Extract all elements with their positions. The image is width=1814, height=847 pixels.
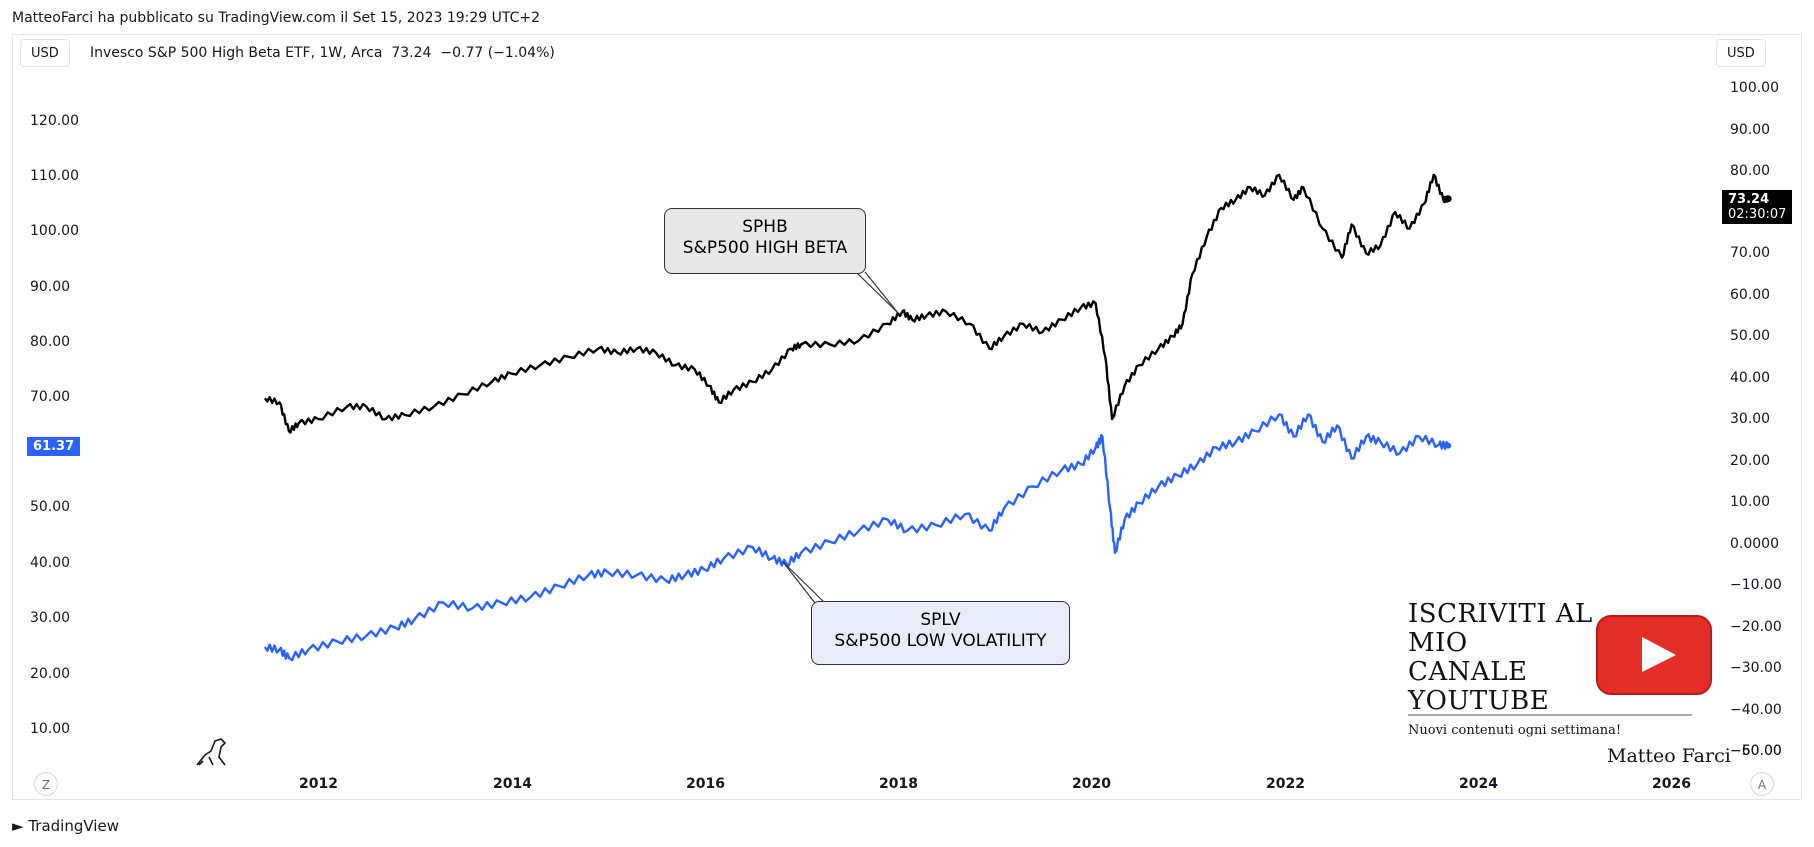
left-axis-tick: 100.00 xyxy=(30,223,79,239)
callout-splv-line2: S&P500 LOW VOLATILITY xyxy=(834,631,1047,651)
right-axis-tick: −10.00 xyxy=(1730,577,1782,593)
symbol-name: Invesco S&P 500 High Beta ETF, 1W, Arca xyxy=(90,45,383,61)
left-currency-button[interactable]: USD xyxy=(20,39,70,67)
left-axis-tick: 10.00 xyxy=(30,721,71,737)
sphb-countdown: 02:30:07 xyxy=(1728,207,1787,222)
symbol-change: −0.77 (−1.04%) xyxy=(440,45,555,61)
right-axis-tick: 40.00 xyxy=(1730,370,1771,386)
auto-scale-left-button[interactable]: Z xyxy=(34,772,58,796)
right-axis-tick: 70.00 xyxy=(1730,245,1771,261)
left-axis-tick: 80.00 xyxy=(30,334,71,350)
right-axis-tick: −30.00 xyxy=(1730,660,1782,676)
right-axis-tick: 90.00 xyxy=(1730,122,1771,138)
left-axis-tick: 50.00 xyxy=(30,499,71,515)
callout-splv[interactable]: SPLV S&P500 LOW VOLATILITY xyxy=(811,601,1070,665)
x-axis-tick: 2024 xyxy=(1459,776,1498,792)
callout-pointer-sphb-2 xyxy=(864,271,899,314)
x-axis-tick: 2016 xyxy=(686,776,725,792)
left-axis-tick: 20.00 xyxy=(30,666,71,682)
callout-pointer-splv-2 xyxy=(782,561,826,604)
right-axis-tick: 10.00 xyxy=(1730,494,1771,510)
right-axis-tick: 80.00 xyxy=(1730,163,1771,179)
promo-title-line: ISCRIVITI AL xyxy=(1408,599,1593,629)
left-axis-tick: 110.00 xyxy=(30,168,79,184)
splv-price-badge: 61.37 xyxy=(27,437,81,456)
youtube-icon[interactable] xyxy=(1596,615,1712,695)
right-axis-tick: −20.00 xyxy=(1730,619,1782,635)
left-axis-tick: 70.00 xyxy=(30,389,71,405)
sphb-price-badge: 73.24 02:30:07 xyxy=(1722,190,1793,224)
right-axis-tick: 30.00 xyxy=(1730,411,1771,427)
right-currency-button[interactable]: USD xyxy=(1716,39,1766,67)
callout-sphb[interactable]: SPHB S&P500 HIGH BETA xyxy=(664,208,866,274)
tradingview-logo-icon: ► xyxy=(12,817,24,835)
x-axis-tick: 2026 xyxy=(1652,776,1691,792)
series-line-sphb xyxy=(263,173,1450,434)
promo-title-line: CANALE xyxy=(1408,657,1528,687)
right-axis-tick: −60.00 xyxy=(1730,743,1782,759)
callout-pointer-splv xyxy=(782,561,816,604)
sphb-price-value: 73.24 xyxy=(1728,192,1770,207)
tradingview-logo[interactable]: ► TradingView xyxy=(12,817,119,835)
promo-title-line: YOUTUBE xyxy=(1408,686,1550,716)
right-axis-tick: 50.00 xyxy=(1730,328,1771,344)
right-axis-tick: 60.00 xyxy=(1730,287,1771,303)
last-point-splv xyxy=(1445,442,1452,449)
right-axis-tick: 20.00 xyxy=(1730,453,1771,469)
promo-subtitle: Nuovi contenuti ogni settimana! xyxy=(1408,723,1622,738)
left-axis-tick: 90.00 xyxy=(30,279,71,295)
left-axis-tick: 30.00 xyxy=(30,610,71,626)
dino-icon xyxy=(196,738,227,766)
callout-sphb-line2: S&P500 HIGH BETA xyxy=(682,238,848,258)
tradingview-logo-text: TradingView xyxy=(28,817,119,835)
auto-scale-right-button[interactable]: A xyxy=(1750,772,1774,796)
left-axis-tick: 40.00 xyxy=(30,555,71,571)
promo-title: ISCRIVITI AL MIO CANALE YOUTUBE xyxy=(1408,600,1593,716)
last-point-sphb xyxy=(1444,195,1452,203)
series-line-splv xyxy=(263,413,1450,662)
symbol-legend[interactable]: Invesco S&P 500 High Beta ETF, 1W, Arca … xyxy=(90,45,555,61)
right-axis-tick: −40.00 xyxy=(1730,702,1782,718)
promo-title-line: MIO xyxy=(1408,628,1468,658)
right-axis-tick: −50.00 xyxy=(1730,743,1782,759)
x-axis-tick: 2020 xyxy=(1072,776,1111,792)
x-axis-tick: 2022 xyxy=(1266,776,1305,792)
publish-info: MatteoFarci ha pubblicato su TradingView… xyxy=(12,10,541,26)
promo-author: Matteo Farci xyxy=(1607,745,1731,767)
chart-frame xyxy=(12,34,1802,800)
x-axis-tick: 2018 xyxy=(879,776,918,792)
right-axis-tick: 0.0000 xyxy=(1730,536,1779,552)
right-axis-tick: 100.00 xyxy=(1730,80,1779,96)
x-axis-tick: 2012 xyxy=(299,776,338,792)
callout-pointer-sphb xyxy=(855,271,899,314)
symbol-last-price: 73.24 xyxy=(391,45,432,61)
x-axis-tick: 2014 xyxy=(493,776,532,792)
callout-splv-line1: SPLV xyxy=(920,610,961,630)
left-axis-tick: 120.00 xyxy=(30,113,79,129)
callout-sphb-line1: SPHB xyxy=(742,217,788,237)
